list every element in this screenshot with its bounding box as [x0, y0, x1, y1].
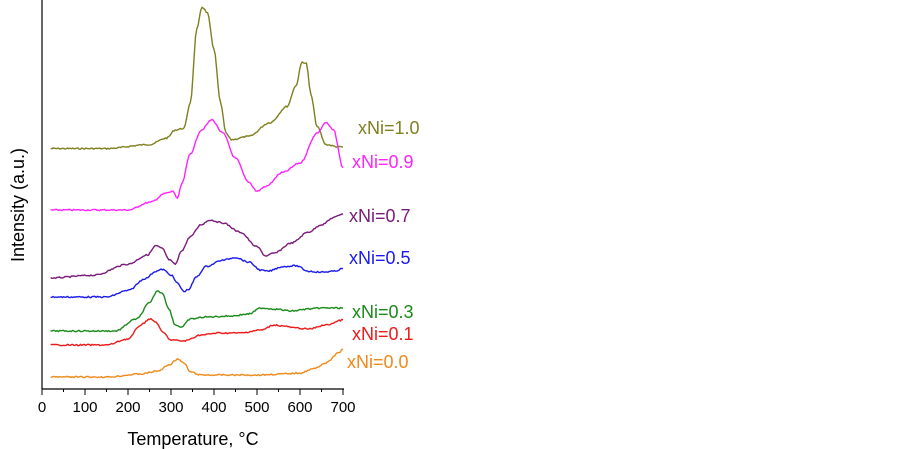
x-tick-label-700: 700	[330, 399, 355, 416]
series-labels: xNi=1.0xNi=0.9xNi=0.7xNi=0.5xNi=0.3xNi=0…	[347, 118, 420, 372]
series-line-xNi-0-7	[50, 212, 344, 280]
series-line-xNi-1-0	[50, 6, 343, 150]
x-ticks: 0 100 200 300 400 500 600 700	[38, 389, 356, 416]
x-tick-label-400: 400	[201, 399, 226, 416]
series-line-xNi-0-9	[50, 118, 344, 212]
x-tick-label-300: 300	[158, 399, 183, 416]
series-line-xNi-0-1	[50, 317, 344, 347]
x-tick-label-600: 600	[287, 399, 312, 416]
series-label-xNi-0-3: xNi=0.3	[352, 302, 414, 322]
series-line-xNi-0-0	[50, 348, 344, 379]
x-axis-title: Temperature, °C	[127, 429, 258, 449]
x-tick-label-200: 200	[115, 399, 140, 416]
series-group	[50, 6, 344, 379]
series-label-xNi-0-0: xNi=0.0	[347, 352, 409, 372]
series-label-xNi-0-5: xNi=0.5	[349, 248, 411, 268]
series-label-xNi-0-7: xNi=0.7	[349, 206, 411, 226]
series-line-xNi-0-5	[50, 257, 344, 299]
series-label-xNi-0-1: xNi=0.1	[352, 324, 414, 344]
series-line-xNi-0-3	[50, 290, 344, 333]
series-label-xNi-0-9: xNi=0.9	[352, 152, 414, 172]
x-tick-label-0: 0	[38, 399, 46, 416]
x-tick-label-500: 500	[244, 399, 269, 416]
y-axis-title: Intensity (a.u.)	[8, 148, 28, 262]
x-tick-label-100: 100	[72, 399, 97, 416]
series-label-xNi-1-0: xNi=1.0	[358, 118, 420, 138]
